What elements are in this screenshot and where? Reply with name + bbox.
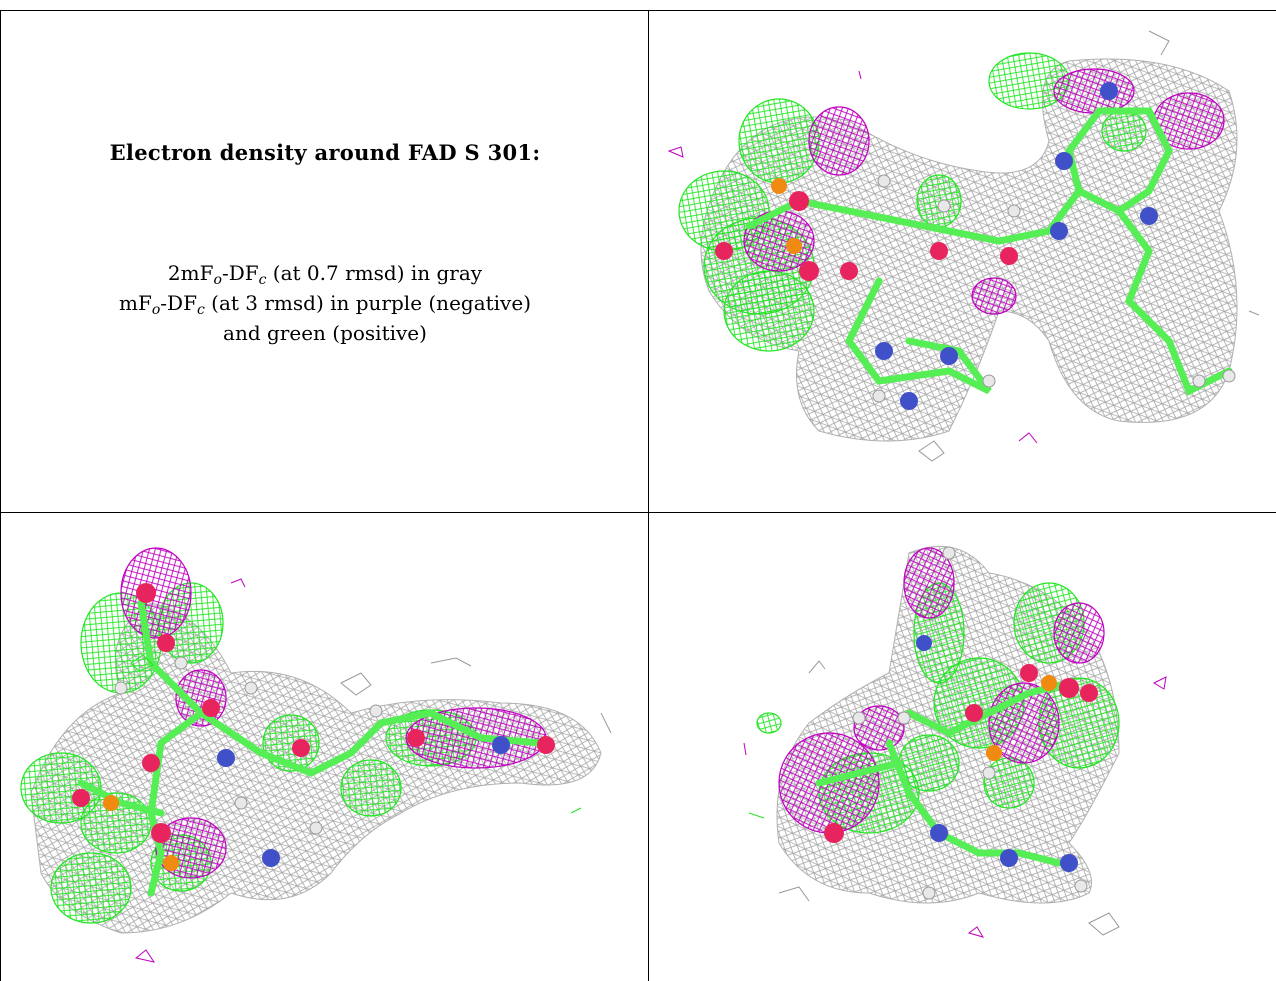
caption-description: 2mFo-DFc (at 0.7 rmsd) in gray mFo-DFc (…	[1, 258, 648, 348]
purple-negative-mesh	[120, 547, 547, 879]
caption-line-2fofc: 2mFo-DFc (at 0.7 rmsd) in gray	[167, 261, 483, 288]
purple-negative-mesh	[743, 68, 1225, 315]
caption-line-colors: and green (positive)	[223, 321, 427, 345]
caption-line-fofc: mFo-DFc (at 3 rmsd) in purple (negative)	[119, 291, 531, 318]
table-border-left	[0, 10, 1, 981]
caption-title: Electron density around FAD S 301:	[109, 140, 541, 165]
density-map-bottom-right-image	[743, 545, 1167, 938]
molecule-bonds	[77, 599, 545, 897]
caption-cell: Electron density around FAD S 301: 2mFo-…	[1, 11, 648, 512]
panel-bottom-left	[1, 513, 648, 981]
density-noise	[130, 578, 612, 963]
density-noise	[667, 30, 1260, 462]
table-divider-vertical	[648, 10, 649, 981]
molecule-bonds	[815, 679, 1073, 867]
table-divider-horizontal	[0, 512, 1276, 513]
density-noise	[743, 660, 1167, 938]
molecule-atoms	[824, 546, 1098, 900]
molecule-atoms	[715, 82, 1236, 410]
panel-bottom-right	[649, 513, 1276, 981]
table-border-top	[0, 10, 1276, 11]
panel-top-right	[649, 11, 1276, 512]
density-map-bottom-left-image	[20, 547, 612, 963]
density-map-top-right-image	[667, 30, 1260, 462]
molecule-atoms	[72, 583, 555, 871]
